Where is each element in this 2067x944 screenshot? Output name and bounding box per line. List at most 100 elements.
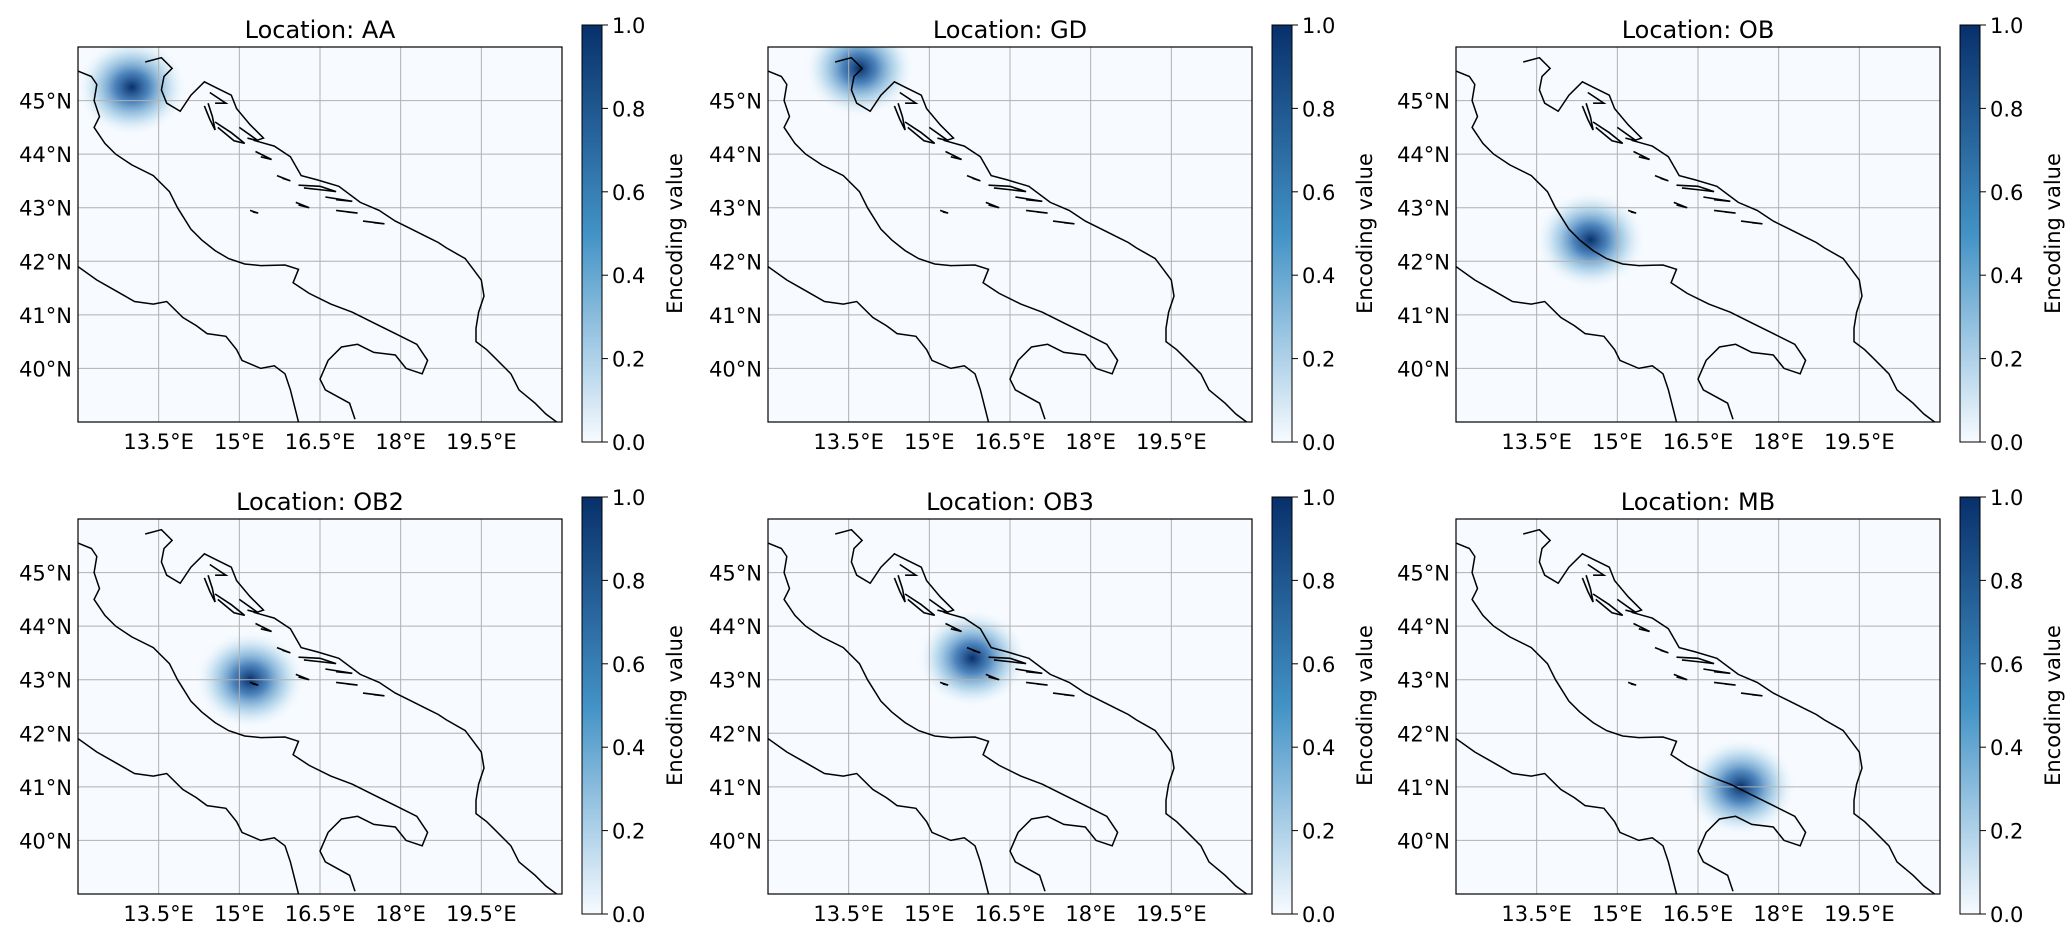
island-outline <box>362 220 385 225</box>
balkan-coastline <box>835 528 1248 894</box>
island-outline <box>899 91 919 104</box>
tyrrhenian-coastline <box>1456 737 1678 894</box>
lat-tick-label: 41°N <box>19 304 72 328</box>
lon-tick-label: 19.5°E <box>446 902 517 926</box>
lat-tick-label: 45°N <box>709 90 762 114</box>
lat-tick-label: 45°N <box>19 562 72 586</box>
island-outline <box>1714 681 1736 686</box>
colorbar <box>1959 24 1981 443</box>
island-outline <box>249 209 259 214</box>
lon-tick-label: 15°E <box>1592 430 1643 454</box>
panel-title: Location: GD <box>933 16 1087 44</box>
tyrrhenian-coastline <box>768 737 990 894</box>
island-outline <box>1676 184 1715 193</box>
lat-tick-label: 44°N <box>709 143 762 167</box>
lon-tick-label: 15°E <box>214 902 265 926</box>
lat-tick-label: 43°N <box>1397 197 1450 221</box>
island-outline <box>1654 646 1669 654</box>
panel-title: Location: OB3 <box>926 488 1094 516</box>
colorbar-tick-label: 0.2 <box>1990 348 2023 372</box>
map-frame <box>767 518 1253 895</box>
colorbar-tick-label: 0.6 <box>612 653 645 677</box>
tyrrhenian-coastline <box>768 265 990 422</box>
island-outline <box>966 646 981 654</box>
colorbar-label: Encoding value <box>663 625 687 786</box>
lat-tick-label: 42°N <box>709 722 762 746</box>
island-outline <box>1654 174 1669 182</box>
colorbar-tick-label: 0.8 <box>1302 97 1335 121</box>
map-frame <box>1455 46 1941 423</box>
island-outline <box>988 656 1027 665</box>
panel-title: Location: MB <box>1621 488 1775 516</box>
colorbar-tick-label: 1.0 <box>612 486 645 510</box>
lon-tick-label: 18°E <box>1753 902 1804 926</box>
colorbar-tick-label: 0.6 <box>1990 653 2023 677</box>
island-outline <box>255 622 272 633</box>
lat-tick-label: 45°N <box>1397 90 1450 114</box>
balkan-coastline <box>1523 56 1936 422</box>
island-outline <box>336 209 358 214</box>
island-outline <box>939 209 949 214</box>
colorbar-tick-label: 0.4 <box>1302 264 1335 288</box>
lat-tick-label: 44°N <box>1397 615 1450 639</box>
colorbar-tick-label: 0.2 <box>1990 820 2023 844</box>
lon-tick-label: 16.5°E <box>1663 902 1734 926</box>
island-outline <box>904 593 936 617</box>
island-outline <box>209 91 229 104</box>
colorbar-label: Encoding value <box>1353 625 1377 786</box>
lon-tick-label: 19.5°E <box>446 430 517 454</box>
island-outline <box>1587 91 1607 104</box>
map-panel: Location: GD 40°N 41°N 42°N 43°N 44°N 45°N 13.5… <box>709 14 1377 455</box>
map-panel: Location: AA 40°N 41°N 42°N 43°N 44°N 45°N 13.5… <box>19 14 687 455</box>
island-outline <box>1627 209 1637 214</box>
island-outline <box>1616 598 1637 614</box>
island-outline <box>249 681 259 686</box>
colorbar-tick-label: 1.0 <box>1302 486 1335 510</box>
island-outline <box>945 150 962 161</box>
lat-tick-label: 42°N <box>1397 250 1450 274</box>
island-outline <box>325 196 353 203</box>
colorbar-tick-label: 0.4 <box>1990 264 2023 288</box>
lon-tick-label: 19.5°E <box>1824 902 1895 926</box>
lat-tick-label: 42°N <box>709 250 762 274</box>
colorbar <box>581 496 603 915</box>
island-outline <box>298 184 337 193</box>
lat-tick-label: 40°N <box>709 829 762 853</box>
colorbar-label: Encoding value <box>663 153 687 314</box>
colorbar-tick-label: 0.2 <box>1302 348 1335 372</box>
island-outline <box>939 681 949 686</box>
map-content <box>768 519 1252 894</box>
colorbar-label: Encoding value <box>2041 625 2065 786</box>
lat-tick-label: 41°N <box>1397 776 1450 800</box>
lon-tick-label: 13.5°E <box>1501 430 1572 454</box>
colorbar-tick-label: 0.2 <box>1302 820 1335 844</box>
island-outline <box>1026 209 1048 214</box>
colorbar-tick-label: 0.6 <box>1302 653 1335 677</box>
map-frame <box>1455 518 1941 895</box>
lon-tick-label: 15°E <box>214 430 265 454</box>
map-content <box>78 519 562 894</box>
colorbar-tick-label: 0.0 <box>1302 903 1335 927</box>
lon-tick-label: 13.5°E <box>813 902 884 926</box>
lon-tick-label: 18°E <box>1753 430 1804 454</box>
lon-tick-label: 18°E <box>375 902 426 926</box>
lat-tick-label: 40°N <box>1397 829 1450 853</box>
lon-tick-label: 18°E <box>375 430 426 454</box>
colorbar-tick-label: 0.6 <box>1990 181 2023 205</box>
colorbar-tick-label: 1.0 <box>1302 14 1335 38</box>
island-outline <box>238 598 259 614</box>
island-outline <box>1592 593 1624 617</box>
map-content <box>1456 519 1940 894</box>
island-outline <box>209 563 229 577</box>
lat-tick-label: 40°N <box>19 357 72 381</box>
island-outline <box>988 184 1027 193</box>
tyrrhenian-coastline <box>1456 265 1678 422</box>
colorbar-tick-label: 0.8 <box>612 97 645 121</box>
italy-coastline <box>78 542 429 892</box>
island-outline <box>1673 201 1688 209</box>
lon-tick-label: 15°E <box>904 902 955 926</box>
panel-title: Location: OB <box>1622 16 1775 44</box>
island-outline <box>276 646 291 654</box>
island-outline <box>1052 220 1075 225</box>
island-outline <box>1703 196 1731 203</box>
